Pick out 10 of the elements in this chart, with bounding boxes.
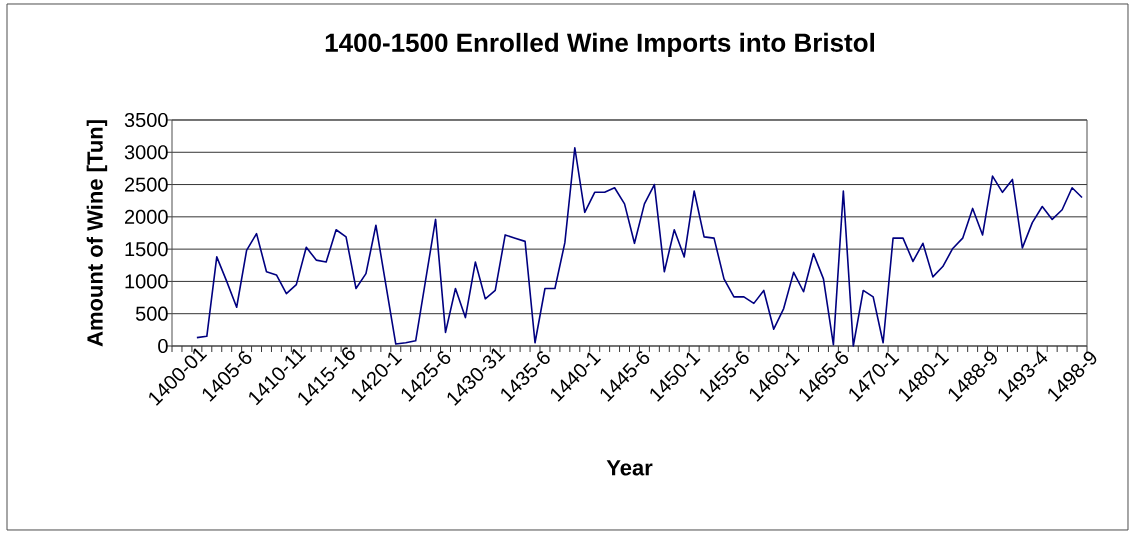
y-tick-label: 3000 [124,145,168,160]
y-tick-label: 500 [135,306,168,321]
y-tick-label: 1500 [125,242,168,257]
y-tick-label: 3500 [124,112,168,128]
x-axis-title: Year [606,460,653,476]
y-axis-title: Amount of Wine [Tun] [86,120,108,347]
chart-title: 1400-1500 Enrolled Wine Imports into Bristol [325,32,874,58]
y-tick-label: 2500 [125,177,168,192]
y-tick-label: 1000 [125,274,168,289]
y-tick-label: 2000 [125,209,168,224]
